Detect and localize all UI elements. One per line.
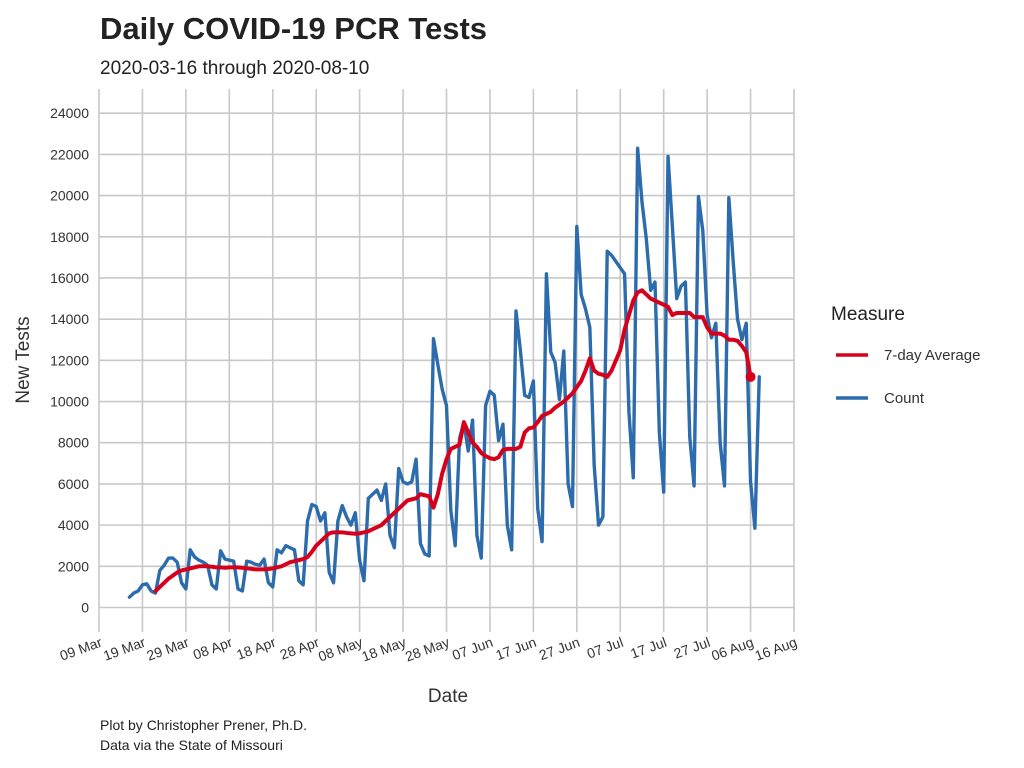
legend-label-count: Count <box>884 390 925 407</box>
legend-label-7-day-average: 7-day Average <box>884 347 980 364</box>
caption-line-2: Data via the State of Missouri <box>100 737 283 753</box>
x-tick-label: 16 Aug <box>753 634 799 664</box>
x-axis-label: Date <box>428 686 468 707</box>
legend-title: Measure <box>831 304 905 325</box>
y-tick-label: 24000 <box>50 105 89 121</box>
y-tick-label: 22000 <box>50 146 89 162</box>
x-tick-label: 08 May <box>316 634 365 665</box>
y-tick-label: 2000 <box>58 558 89 574</box>
x-tick-label: 17 Jul <box>628 634 669 662</box>
x-tick-label: 27 Jun <box>537 634 582 663</box>
x-tick-label: 07 Jul <box>585 634 626 662</box>
x-tick-label: 27 Jul <box>672 634 713 662</box>
grid-layer <box>98 89 795 632</box>
y-tick-label: 12000 <box>50 352 89 368</box>
series-line-7-day-average <box>153 288 753 594</box>
y-tick-label: 0 <box>81 600 89 616</box>
x-tick-label: 07 Jun <box>450 634 495 663</box>
legend: Measure 7-day Average Count <box>831 304 980 407</box>
y-tick-label: 4000 <box>58 517 89 533</box>
y-axis-label: New Tests <box>13 316 34 403</box>
x-tick-label: 18 May <box>359 634 408 665</box>
x-tick-label: 28 May <box>403 634 452 665</box>
y-tick-labels: 0 2000 4000 6000 8000 10000 12000 14000 16000 180… <box>50 105 89 615</box>
series-layer <box>127 146 761 599</box>
chart-title: Daily COVID-19 PCR Tests <box>100 11 487 46</box>
y-tick-label: 6000 <box>58 476 89 492</box>
average-endpoint-marker <box>745 371 756 382</box>
x-tick-label: 18 Apr <box>234 634 278 663</box>
y-tick-label: 16000 <box>50 270 89 286</box>
y-tick-label: 8000 <box>58 435 89 451</box>
x-tick-label: 19 Mar <box>101 634 148 664</box>
caption-line-1: Plot by Christopher Prener, Ph.D. <box>100 717 307 733</box>
y-tick-label: 14000 <box>50 311 89 327</box>
y-tick-label: 20000 <box>50 188 89 204</box>
x-tick-label: 29 Mar <box>144 634 191 664</box>
series-line-count <box>127 146 761 599</box>
chart-subtitle: 2020-03-16 through 2020-08-10 <box>100 58 369 79</box>
x-tick-label: 28 Apr <box>278 634 322 663</box>
x-tick-label: 09 Mar <box>58 634 105 664</box>
y-tick-label: 18000 <box>50 229 89 245</box>
y-tick-label: 10000 <box>50 394 89 410</box>
x-tick-label: 06 Aug <box>709 634 755 664</box>
x-tick-label: 08 Apr <box>191 634 235 663</box>
x-tick-label: 17 Jun <box>493 634 538 663</box>
